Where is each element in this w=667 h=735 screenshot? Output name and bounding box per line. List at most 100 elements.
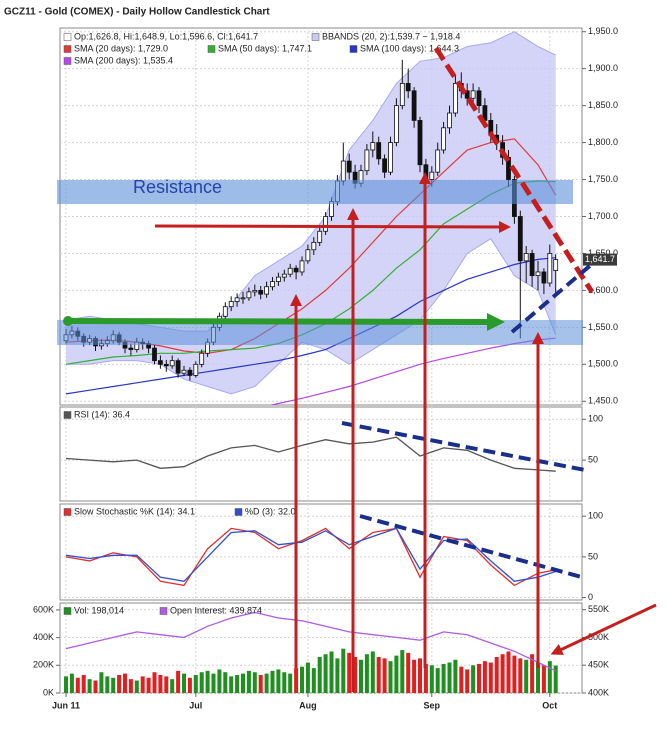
plot-area: [64, 611, 558, 693]
volume-bar: [382, 658, 387, 693]
last-price-tag: [583, 253, 617, 266]
candle-body: [529, 253, 535, 277]
volume-bar: [87, 679, 92, 693]
annotations: Resistance: [57, 46, 657, 692]
candle-body: [157, 360, 163, 365]
volume-bar: [170, 679, 175, 693]
candle-body: [128, 347, 134, 350]
volume-bar: [518, 658, 523, 693]
y-tick-label: 1,600.0: [588, 285, 618, 295]
legend-label: Slow Stochastic %K (14): 34.1: [74, 506, 195, 516]
volume-bar: [418, 658, 422, 693]
legend-swatch: [159, 607, 168, 615]
volume-bar: [264, 673, 269, 693]
legend-swatch: [63, 411, 72, 419]
y-tick-label: 550K: [588, 604, 609, 614]
x-tick-label: Jun 11: [52, 700, 80, 710]
candle-body: [523, 253, 529, 262]
legend-label: Open Interest: 439,874: [170, 605, 262, 615]
candle-body: [541, 271, 547, 284]
volume-bar: [146, 677, 151, 693]
volume-bar: [323, 654, 328, 693]
x-tick-label: Oct: [542, 700, 557, 710]
x-tick-label: Sep: [424, 700, 441, 710]
candle-body: [240, 297, 246, 300]
volume-bar: [494, 657, 499, 693]
legend-swatch: [207, 45, 216, 53]
y-tick-label: 1,800.0: [588, 137, 618, 147]
candle-body: [464, 90, 470, 99]
volume-bar: [276, 669, 281, 693]
legend-label: SMA (100 days): 1,644.3: [360, 43, 459, 53]
legend-label: SMA (20 days): 1,729.0: [74, 43, 168, 53]
y-tick-label: 1,750.0: [588, 174, 618, 184]
panel-frame: [59, 503, 583, 601]
candle-body: [517, 216, 523, 262]
legend-label: %D (3): 32.0: [245, 506, 296, 516]
y-tick-label: 0: [588, 592, 593, 602]
volume-bar: [305, 662, 310, 693]
volume-bar: [199, 672, 204, 693]
candle-body: [553, 259, 559, 272]
volume-bar: [429, 665, 434, 693]
volume-bar: [506, 651, 511, 693]
y-tick-label: 600K: [33, 604, 54, 614]
candle-body: [187, 369, 193, 376]
volume-bar: [341, 648, 346, 693]
candle-body: [423, 164, 429, 180]
volume-bar: [394, 655, 399, 693]
volume-bar: [376, 657, 381, 693]
volume-bar: [353, 657, 358, 693]
volume-bar: [359, 659, 363, 693]
volume-bar: [400, 650, 405, 693]
volume-bar: [294, 668, 299, 693]
candle-body: [311, 241, 317, 251]
candle-body: [299, 260, 305, 273]
candle-body: [169, 360, 175, 367]
candle-body: [252, 290, 258, 293]
volume-bar: [500, 654, 505, 693]
bollinger-band: [66, 31, 556, 394]
volume-bar: [524, 659, 529, 693]
candle-body: [181, 369, 187, 374]
volume-bar: [158, 675, 163, 693]
volume-bar: [423, 663, 428, 693]
candle-body: [417, 120, 423, 166]
candle-body: [393, 105, 399, 143]
green-arrow-start: [63, 316, 73, 326]
y-tick-label: 1,500.0: [588, 359, 618, 369]
sma-line: [268, 337, 556, 405]
candle-body: [293, 267, 299, 273]
candle-body: [152, 347, 157, 362]
candle-body: [405, 83, 411, 92]
candle-body: [399, 83, 405, 107]
candle-body: [163, 363, 169, 367]
y-tick-label: 1,550.0: [588, 322, 618, 332]
volume-bar: [311, 668, 316, 693]
volume-bar: [246, 670, 251, 693]
volume-bar: [270, 670, 275, 693]
volume-bar: [530, 654, 535, 693]
candle-body: [447, 112, 452, 129]
volume-bar: [187, 677, 192, 693]
x-tick-label: Jul: [189, 700, 202, 710]
red-trendline: [433, 46, 595, 294]
rsi-trendline: [341, 421, 586, 472]
candle-body: [317, 230, 323, 243]
volume-bar: [465, 669, 470, 693]
volume-bar: [471, 665, 476, 693]
indicator-line: [65, 436, 556, 472]
candle-body: [382, 158, 388, 173]
y-tick-label: 50: [588, 551, 598, 561]
volume-bar: [64, 676, 68, 693]
legend-label: RSI (14): 36.4: [74, 409, 130, 419]
y-tick-label: 1,450.0: [588, 396, 618, 406]
volume-bar: [241, 673, 245, 693]
volume-bar: [477, 663, 481, 693]
candle-body: [222, 306, 228, 317]
candle-body: [370, 142, 376, 151]
volume-bar: [300, 666, 304, 693]
legend-swatch: [63, 607, 72, 615]
volume-bar: [176, 670, 181, 693]
